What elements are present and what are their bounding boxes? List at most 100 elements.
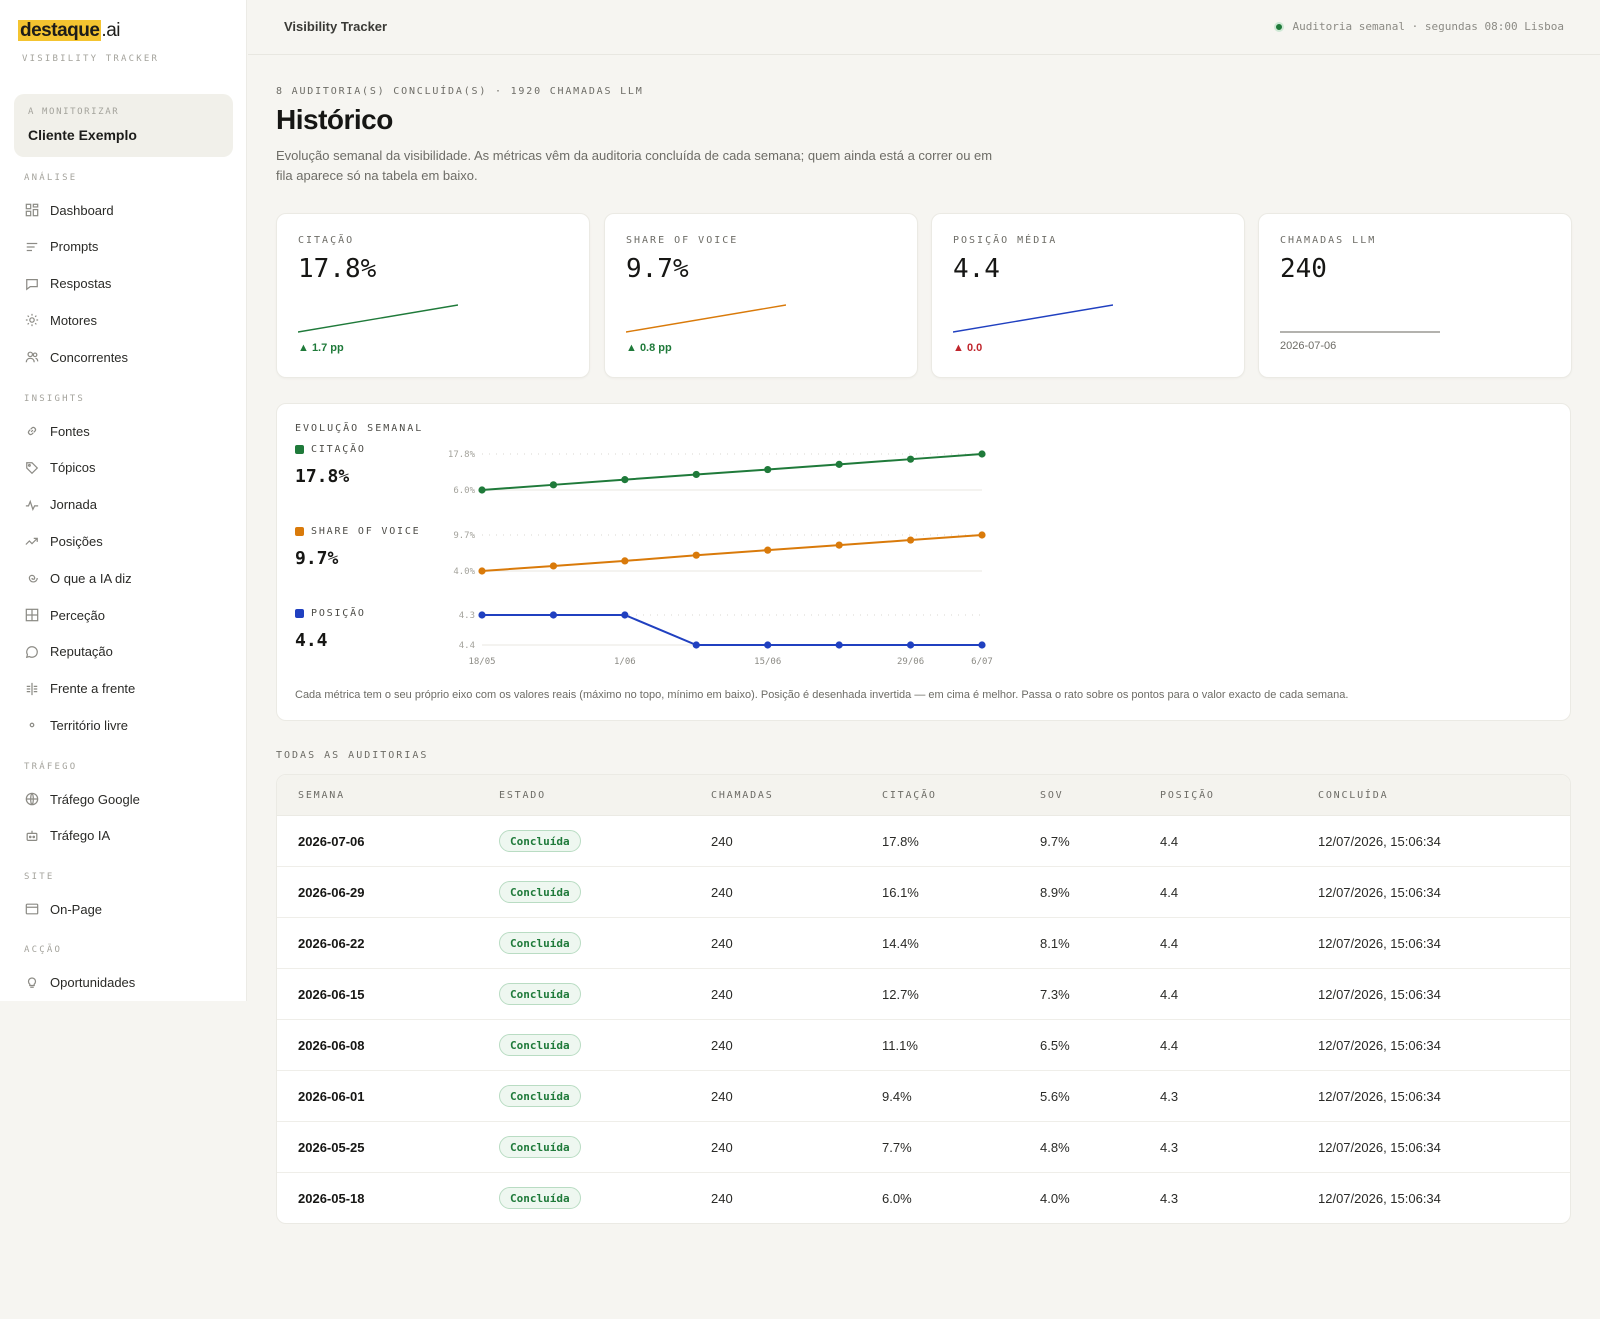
column-header[interactable]: CONCLUÍDA [1318, 790, 1389, 801]
data-point [478, 611, 486, 619]
table-cell: 240 [711, 834, 733, 849]
data-point [764, 641, 772, 649]
sidebar-item-território-livre[interactable]: Território livre [24, 713, 128, 737]
data-point [906, 455, 915, 463]
sidebar-item-oportunidades[interactable]: Oportunidades [24, 970, 135, 994]
status-badge: Concluída [499, 881, 581, 903]
spiral-icon [24, 570, 40, 586]
table-row[interactable]: 2026-06-15 Concluída 240 12.7% 7.3% 4.4 12/07/… [277, 969, 1570, 1020]
sidebar-item-reputação[interactable]: Reputação [24, 640, 113, 664]
sidebar-item-posições[interactable]: Posições [24, 529, 103, 553]
table-cell: 240 [711, 885, 733, 900]
client-selector[interactable]: A MONITORIZAR Cliente Exemplo [14, 94, 233, 157]
evolution-title: EVOLUÇÃO SEMANAL [295, 423, 424, 434]
sidebar-item-label: Prompts [50, 239, 99, 255]
sidebar-item-label: Tráfego Google [50, 791, 140, 807]
topbar-title: Visibility Tracker [284, 19, 388, 34]
table-row[interactable]: 2026-06-29 Concluída 240 16.1% 8.9% 4.4 12/07/… [277, 867, 1570, 918]
sidebar-item-prompts[interactable]: Prompts [24, 235, 98, 259]
table-cell: 240 [711, 1140, 733, 1155]
client-label: A MONITORIZAR [28, 107, 120, 117]
kpi-sparkline [1280, 331, 1440, 333]
sidebar-item-dashboard[interactable]: Dashboard [24, 198, 114, 222]
sidebar-item-tráfego-google[interactable]: Tráfego Google [24, 787, 140, 811]
evolution-series-value: 9.7% [295, 548, 339, 569]
table-row[interactable]: 2026-06-08 Concluída 240 11.1% 6.5% 4.4 12/07/… [277, 1020, 1570, 1071]
table-row[interactable]: 2026-05-25 Concluída 240 7.7% 4.8% 4.3 12/07/2… [277, 1122, 1570, 1173]
sidebar-item-jornada[interactable]: Jornada [24, 493, 97, 517]
series-name: POSIÇÃO [311, 608, 366, 619]
data-point [835, 460, 843, 468]
axis-min-label: 4.0% [453, 567, 475, 577]
topbar: Visibility Tracker Auditoria semanal · s… [248, 0, 1600, 55]
column-header[interactable]: CITAÇÃO [882, 790, 937, 801]
sidebar-item-on-page[interactable]: On-Page [24, 897, 102, 921]
status-badge: Concluída [499, 830, 581, 852]
table-cell: 4.4 [1160, 885, 1179, 900]
column-header[interactable]: POSIÇÃO [1160, 790, 1215, 801]
sidebar-item-tráfego-ia[interactable]: Tráfego IA [24, 824, 110, 848]
kpi-label: SHARE OF VOICE [626, 235, 739, 246]
table-row[interactable]: 2026-06-01 Concluída 240 9.4% 5.6% 4.3 12/07/2… [277, 1071, 1570, 1122]
table-cell: 4.4 [1160, 834, 1179, 849]
kpi-label: POSIÇÃO MÉDIA [953, 235, 1058, 246]
brand-logo[interactable]: destaque .ai [18, 20, 120, 42]
evolution-series-value: 17.8% [295, 466, 350, 487]
data-point [549, 562, 558, 570]
nav-section-title: SITE [24, 872, 55, 882]
audit-schedule-text: Auditoria semanal · segundas 08:00 Lisbo… [1292, 20, 1564, 33]
table-cell: 4.3 [1160, 1191, 1179, 1206]
data-point [692, 641, 700, 649]
kpi-delta: ▲ 1.7 pp [298, 342, 344, 354]
sidebar-item-motores[interactable]: Motores [24, 308, 97, 332]
table-cell: 7.7% [882, 1140, 912, 1155]
column-header[interactable]: ESTADO [499, 790, 546, 801]
column-header[interactable]: SOV [1040, 790, 1064, 801]
evolution-series-label: POSIÇÃO [295, 608, 366, 619]
window-icon [24, 901, 40, 917]
sidebar-item-fontes[interactable]: Fontes [24, 419, 90, 443]
grid-icon [24, 607, 40, 623]
trend-icon [24, 533, 40, 549]
table-cell: 6.0% [882, 1191, 912, 1206]
audit-schedule-status: Auditoria semanal · segundas 08:00 Lisbo… [1274, 20, 1564, 33]
table-cell: 4.3 [1160, 1140, 1179, 1155]
legend-swatch-icon [295, 609, 304, 618]
status-badge: Concluída [499, 932, 581, 954]
sidebar-item-concorrentes[interactable]: Concorrentes [24, 345, 128, 369]
table-cell: 4.8% [1040, 1140, 1070, 1155]
bubble-icon [24, 644, 40, 660]
column-header[interactable]: SEMANA [298, 790, 345, 801]
sidebar-item-perceção[interactable]: Perceção [24, 603, 105, 627]
sun-icon [24, 312, 40, 328]
sidebar-item-frente-a-frente[interactable]: Frente a frente [24, 677, 135, 701]
table-cell: 240 [711, 987, 733, 1002]
table-cell: 2026-06-15 [298, 987, 365, 1002]
table-header: SEMANA ESTADO CHAMADAS CITAÇÃO SOV POSIÇÃO CON… [277, 775, 1570, 816]
sidebar-item-label: Oportunidades [50, 974, 136, 990]
table-row[interactable]: 2026-07-06 Concluída 240 17.8% 9.7% 4.4 12/07/… [277, 816, 1570, 867]
sidebar-item-label: Território livre [50, 717, 129, 733]
table-cell: 2026-06-22 [298, 936, 365, 951]
table-cell: 12/07/2026, 15:06:34 [1318, 1089, 1441, 1104]
table-cell: 16.1% [882, 885, 919, 900]
page-title: Histórico [276, 104, 393, 135]
column-header[interactable]: CHAMADAS [711, 790, 774, 801]
kpi-label: CITAÇÃO [298, 235, 355, 246]
axis-max-label: 9.7% [453, 531, 475, 541]
kpi-date: 2026-07-06 [1280, 340, 1337, 352]
sidebar-item-respostas[interactable]: Respostas [24, 272, 111, 296]
table-row[interactable]: 2026-05-18 Concluída 240 6.0% 4.0% 4.3 12/07/2… [277, 1173, 1570, 1223]
data-point [478, 486, 486, 494]
brand-subtitle: VISIBILITY TRACKER [22, 54, 160, 64]
sidebar-item-label: Perceção [50, 607, 105, 623]
sidebar-item-label: On-Page [50, 901, 103, 917]
sidebar-item-o-que-a-ia-diz[interactable]: O que a IA diz [24, 566, 132, 590]
sidebar-item-tópicos[interactable]: Tópicos [24, 456, 96, 480]
data-point [978, 450, 986, 458]
table-row[interactable]: 2026-06-22 Concluída 240 14.4% 8.1% 4.4 12/07/… [277, 918, 1570, 969]
x-tick-label: 15/06 [754, 657, 781, 667]
audits-table: SEMANA ESTADO CHAMADAS CITAÇÃO SOV POSIÇÃO CON… [276, 774, 1571, 1224]
data-point [692, 470, 700, 479]
data-point [621, 611, 629, 619]
